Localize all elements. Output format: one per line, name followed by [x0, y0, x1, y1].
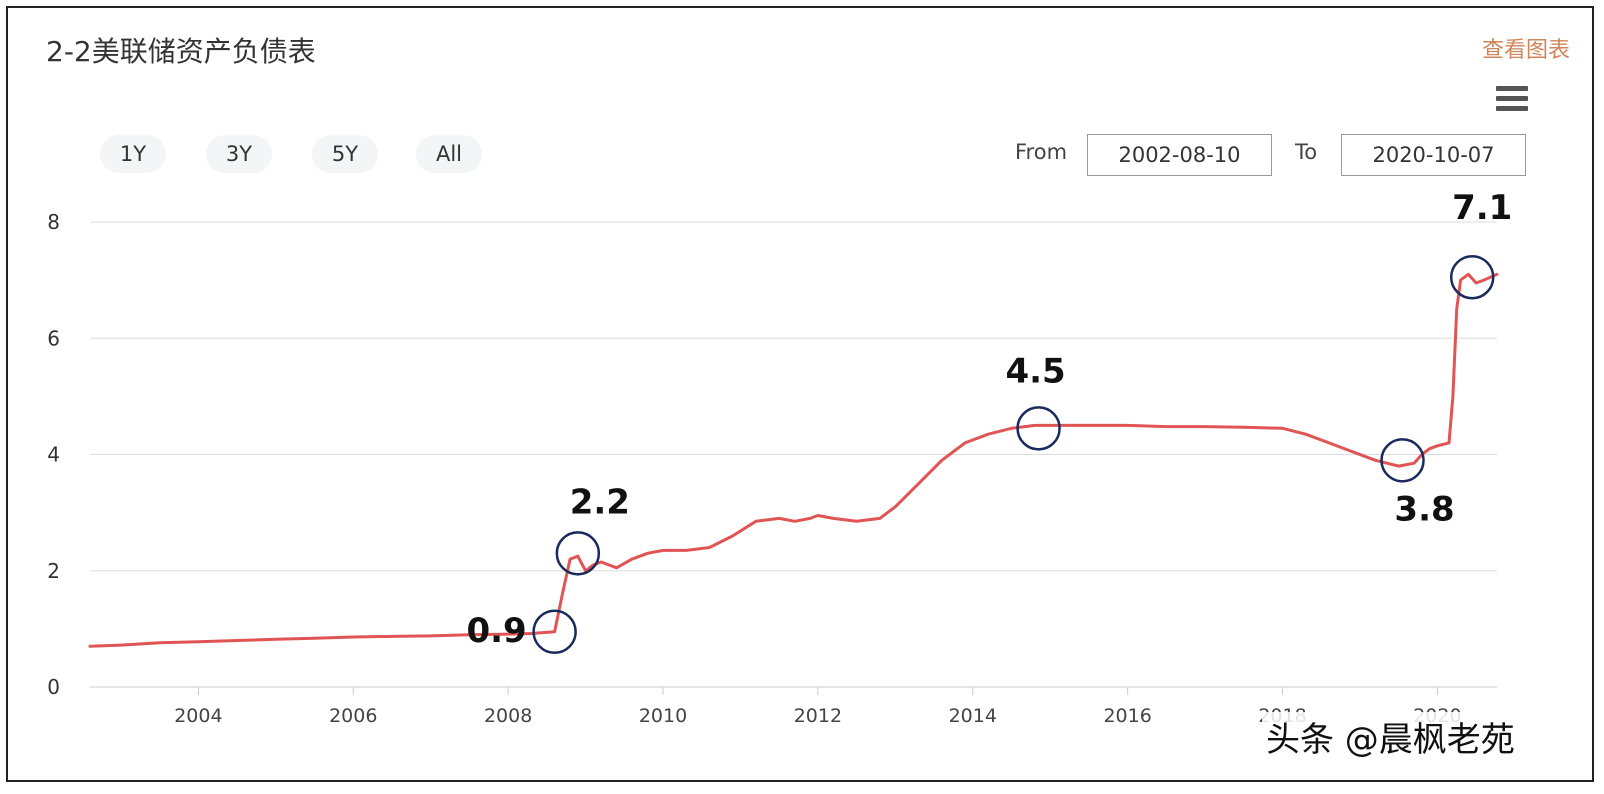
- x-tick-label: 2010: [639, 705, 687, 727]
- y-tick-label: 4: [47, 443, 60, 467]
- view-chart-link[interactable]: 查看图表: [1481, 38, 1570, 63]
- x-tick-label: 2006: [329, 705, 377, 727]
- range-button-5y[interactable]: 5Y: [312, 135, 378, 173]
- from-date-input[interactable]: 2002-08-10: [1087, 134, 1272, 176]
- x-tick-label: 2014: [949, 705, 997, 727]
- from-label: From: [1015, 140, 1068, 164]
- y-tick-label: 0: [47, 675, 60, 699]
- annotation-circle: [555, 531, 601, 576]
- x-tick-label: 2016: [1103, 705, 1151, 727]
- range-button-3y[interactable]: 3Y: [206, 135, 272, 173]
- x-tick-label: 2012: [794, 705, 842, 727]
- y-tick-label: 6: [47, 326, 60, 350]
- annotation-label: 2.2: [570, 482, 630, 522]
- chart-title: 2-2美联储资产负债表: [46, 35, 316, 68]
- watermark: 头条 @晨枫老苑: [1262, 712, 1519, 761]
- annotation-circle: [532, 609, 577, 655]
- range-button-1y[interactable]: 1Y: [100, 135, 166, 173]
- range-button-all[interactable]: All: [416, 135, 482, 173]
- to-label: To: [1295, 140, 1318, 164]
- x-tick-label: 2008: [484, 705, 532, 727]
- to-date-input[interactable]: 2020-10-07: [1341, 134, 1526, 176]
- annotation-circle: [1016, 406, 1061, 451]
- annotation-label: 3.8: [1394, 489, 1454, 529]
- chart-frame: [6, 6, 1594, 782]
- hamburger-menu-icon[interactable]: [1496, 86, 1528, 112]
- annotation-label: 0.9: [466, 611, 526, 651]
- annotation-circle: [1449, 254, 1495, 300]
- annotation-label: 4.5: [1005, 351, 1065, 391]
- y-tick-label: 2: [47, 559, 60, 583]
- annotation-circle: [1380, 438, 1425, 483]
- series-line: [88, 272, 1499, 648]
- x-tick-label: 2004: [174, 705, 222, 727]
- annotation-label: 7.1: [1452, 188, 1512, 228]
- y-tick-label: 8: [47, 210, 60, 234]
